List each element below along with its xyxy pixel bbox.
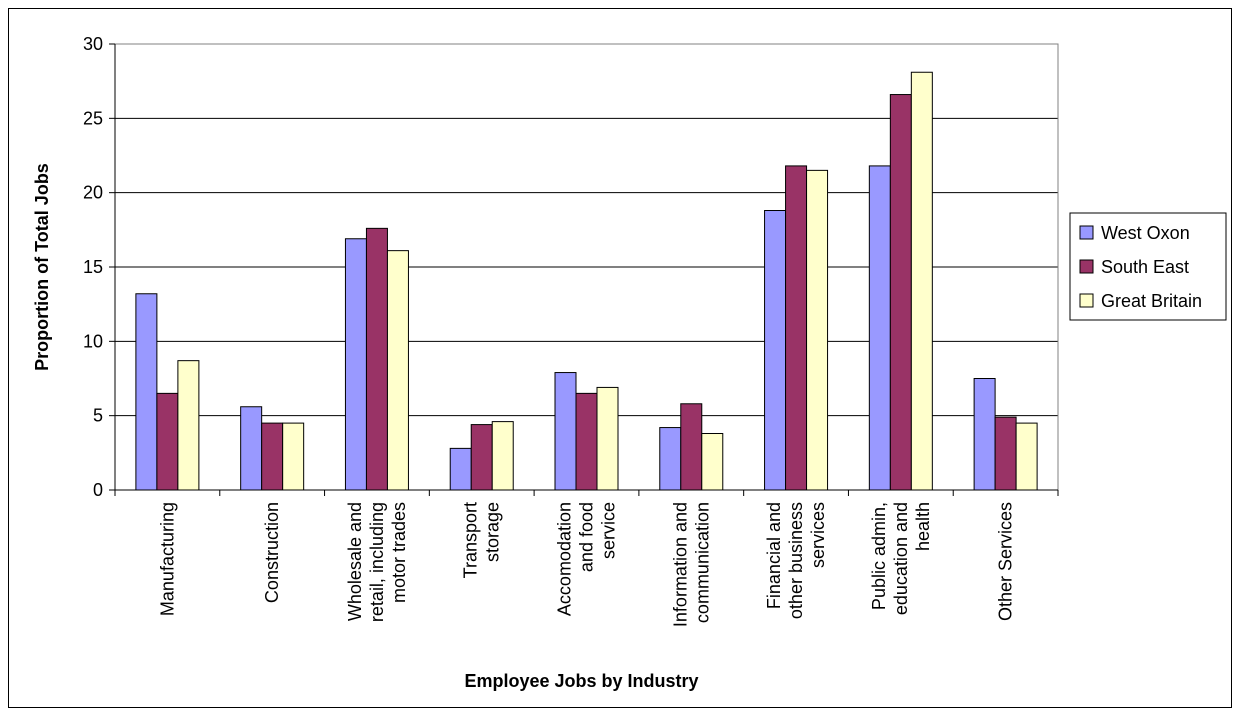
bar-great-britain [282,422,305,491]
bar-south-east [889,94,912,491]
legend: West Oxon South East Great Britain [1069,212,1227,321]
y-axis-title: Proportion of Total Jobs [32,163,52,371]
bar-west-oxon [135,293,158,491]
bar-great-britain [1015,422,1038,491]
y-tick-label: 25 [83,108,103,128]
y-tick-label: 5 [93,406,103,426]
chart-frame [8,8,1232,708]
x-tick-label: Public admin, [869,502,889,610]
legend-box [1069,212,1227,321]
bar-south-east [680,403,703,491]
x-tick-label: Manufacturing [157,502,177,616]
y-tick-label: 30 [83,34,103,54]
bar-great-britain [910,71,933,491]
bar-south-east [156,392,179,491]
bar-west-oxon [764,210,787,491]
bar-west-oxon [659,427,682,491]
legend-label-great-britain: Great Britain [1101,291,1202,311]
bar-great-britain [177,360,200,491]
x-tick-label: communication [692,502,712,623]
bar-west-oxon [554,372,577,491]
y-tick-label: 15 [83,257,103,277]
x-tick-label: Information and [670,502,690,627]
x-axis-title: Employee Jobs by Industry [464,671,698,691]
bar-west-oxon [449,447,472,491]
bar-south-east [261,422,284,491]
x-tick-label: Wholesale and [345,502,365,621]
bar-great-britain [386,250,409,491]
x-tick-label: services [808,502,828,568]
legend-swatch-great-britain [1079,293,1094,308]
x-tick-labels: Manufacturing Construction Wholesale and re… [157,502,1015,627]
bar-south-east [785,165,808,491]
y-tick-label: 10 [83,331,103,351]
axes [109,43,1059,496]
legend-label-south-east: South East [1101,257,1189,277]
x-tick-label: service [599,502,619,559]
x-tick-label: Construction [262,502,282,603]
legend-swatch-west-oxon [1079,225,1094,240]
bar-great-britain [491,421,514,491]
x-tick-label: Transport [461,502,481,578]
x-tick-label: and food [577,502,597,572]
x-tick-label: Financial and [764,502,784,609]
x-tick-label: other business [786,502,806,619]
bar-great-britain [701,433,724,491]
bar-west-oxon [240,406,263,491]
bar-west-oxon [868,165,891,491]
legend-label-west-oxon: West Oxon [1101,223,1190,243]
bar-south-east [470,424,493,491]
bars [135,71,1038,491]
bar-great-britain [596,386,619,491]
y-tick-label: 20 [83,183,103,203]
bar-south-east [575,392,598,491]
x-tick-label: storage [483,502,503,562]
y-tick-label: 0 [93,480,103,500]
bar-west-oxon [344,238,367,491]
y-tick-labels: 0 5 10 15 20 25 30 [83,34,103,500]
bar-south-east [365,227,388,491]
legend-swatch-south-east [1079,259,1094,274]
bar-great-britain [806,169,829,491]
x-tick-label: retail, including [367,502,387,622]
x-tick-label: Other Services [996,502,1016,621]
x-tick-label: Accomodation [555,502,575,616]
x-tick-label: education and [891,502,911,615]
bar-south-east [994,416,1017,491]
bar-west-oxon [973,378,996,491]
x-tick-label: motor trades [389,502,409,603]
x-tick-label: health [913,502,933,551]
